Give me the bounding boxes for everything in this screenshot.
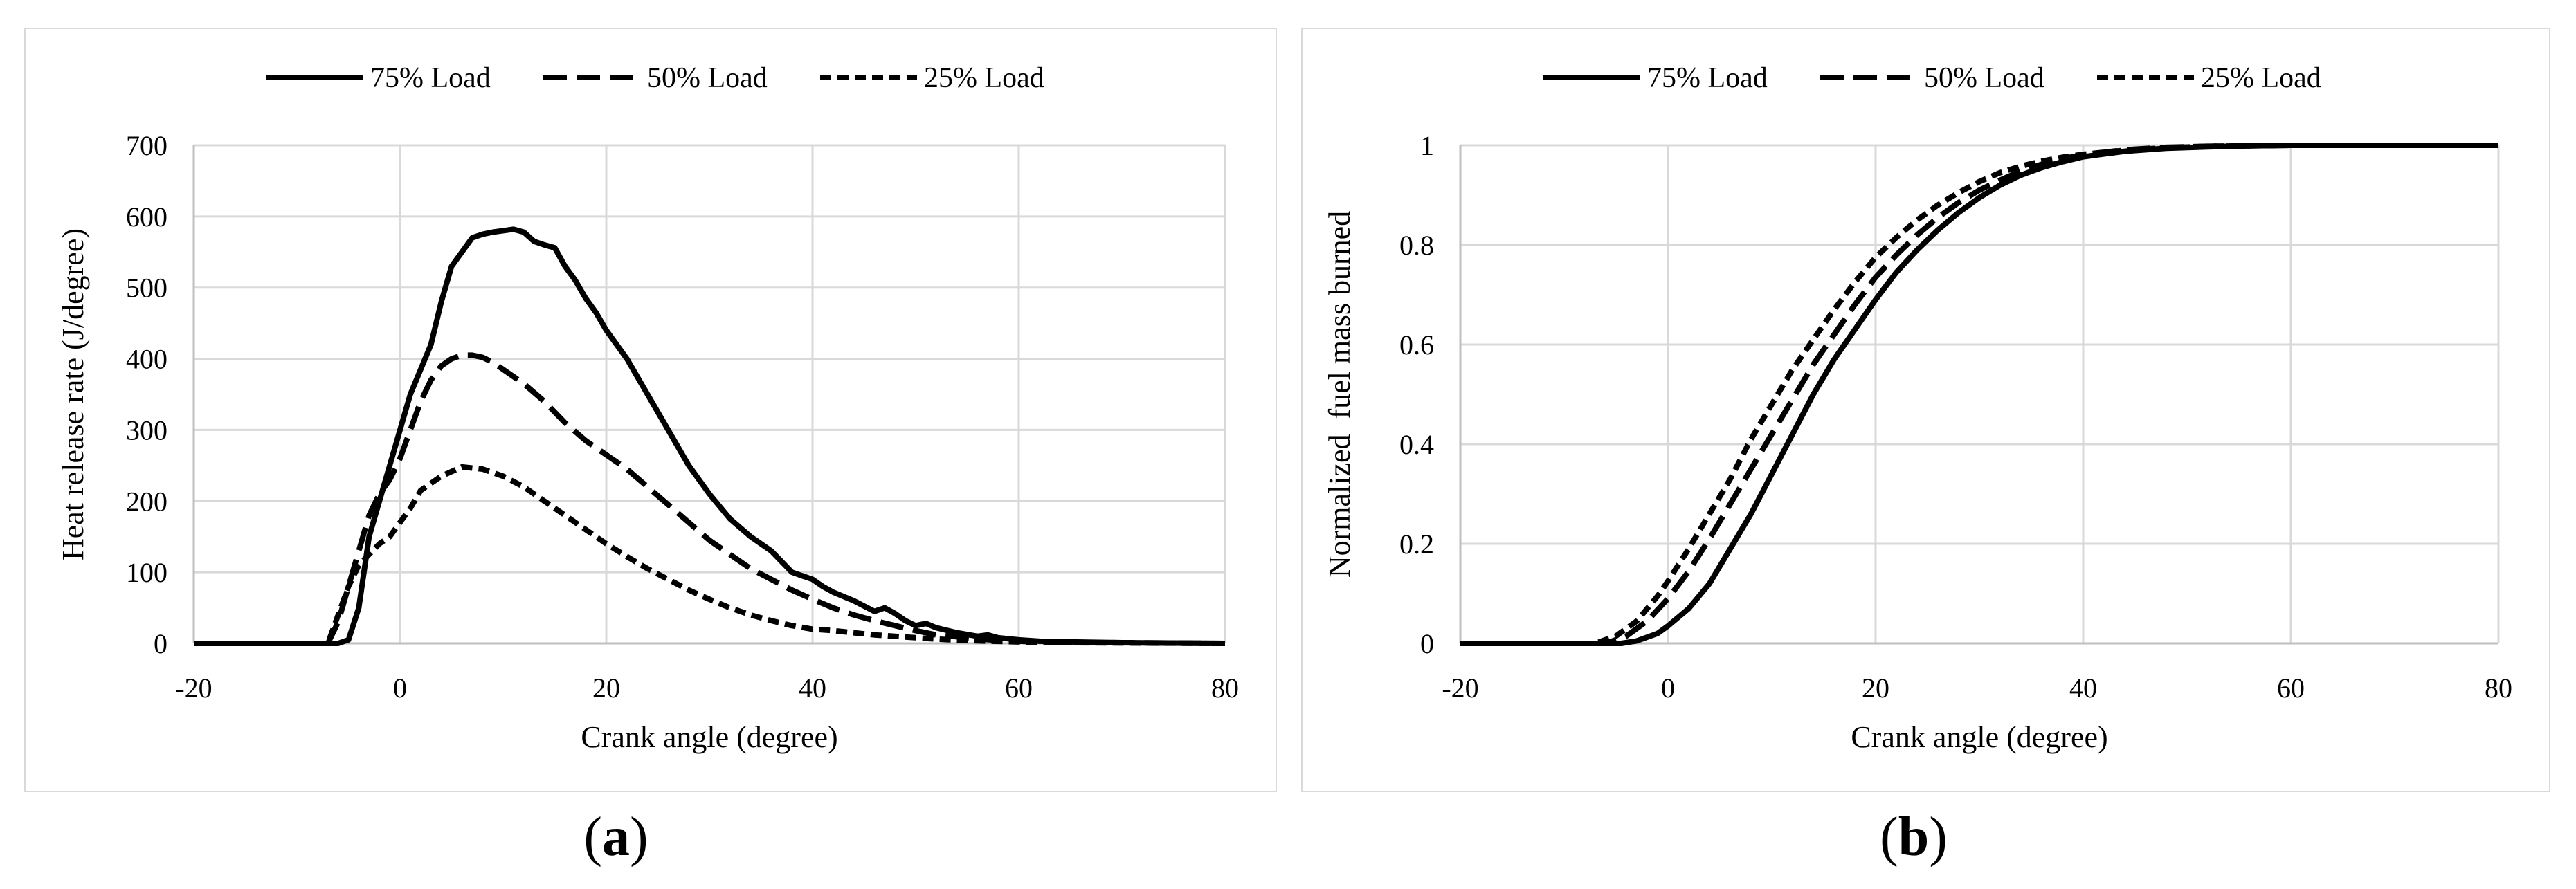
x-tick-label: 20	[1862, 672, 1889, 704]
y-tick-label: 0	[1420, 628, 1434, 659]
series-line-50-load	[1460, 143, 2498, 646]
y-axis-label: Heat release rate (J/degree)	[56, 228, 90, 560]
x-tick-label: 40	[2069, 672, 2097, 704]
x-axis-label: Crank angle (degree)	[581, 720, 837, 754]
x-tick-label: 80	[1211, 672, 1239, 704]
x-tick-label: 40	[799, 672, 826, 704]
chart-panel-a	[24, 28, 1277, 792]
y-axis-label: Normalized fuel mass burned	[1323, 211, 1357, 578]
legend: 75% Load 50% Load 25% Load	[266, 62, 1044, 94]
y-tick-label: 600	[126, 201, 167, 232]
legend-label: 75% Load	[1647, 62, 1768, 94]
y-tick-label: 700	[126, 130, 167, 161]
x-tick-label: 0	[393, 672, 407, 704]
x-tick-label: -20	[1442, 672, 1478, 704]
y-tick-label: 0.2	[1399, 529, 1434, 560]
legend: 75% Load 50% Load 25% Load	[1543, 62, 2321, 94]
legend-label: 50% Load	[1924, 62, 2044, 94]
chart-panel-b	[1301, 28, 2550, 792]
y-tick-label: 400	[126, 344, 167, 375]
x-tick-label: 80	[2485, 672, 2512, 704]
y-tick-label: 300	[126, 414, 167, 446]
x-tick-label: -20	[175, 672, 212, 704]
series-line-25-load	[1460, 143, 2498, 646]
y-tick-label: 100	[126, 557, 167, 588]
legend-label: 25% Load	[2201, 62, 2321, 94]
y-tick-label: 200	[126, 486, 167, 517]
y-tick-label: 0	[154, 628, 167, 659]
series-line-75-load	[194, 226, 1226, 646]
y-tick-label: 500	[126, 273, 167, 304]
series-line-50-load	[194, 352, 1226, 646]
panel-label-b: (b)	[1880, 807, 1948, 868]
legend-label: 75% Load	[370, 62, 491, 94]
chart-a: 0 100 200 300 400 500 600 700 -20 0 20 40 60 80 Crank …	[56, 62, 1239, 754]
x-tick-label: 20	[592, 672, 620, 704]
legend-label: 50% Load	[647, 62, 768, 94]
panel-label-a: (a)	[583, 807, 648, 868]
y-tick-label: 1	[1420, 130, 1434, 161]
y-tick-label: 0.8	[1399, 230, 1434, 261]
series-line-75-load	[1460, 143, 2498, 646]
x-tick-label: 0	[1661, 672, 1675, 704]
x-tick-label: 60	[2277, 672, 2305, 704]
series-line-25-load	[194, 464, 1226, 646]
x-tick-label: 60	[1005, 672, 1033, 704]
y-tick-label: 0.4	[1399, 429, 1434, 460]
x-axis-label: Crank angle (degree)	[1851, 720, 2107, 754]
chart-b: 0 0.2 0.4 0.6 0.8 1 -20 0 20 40 60 80 Crank angle (d…	[1323, 62, 2512, 754]
y-tick-label: 0.6	[1399, 329, 1434, 360]
legend-label: 25% Load	[924, 62, 1044, 94]
